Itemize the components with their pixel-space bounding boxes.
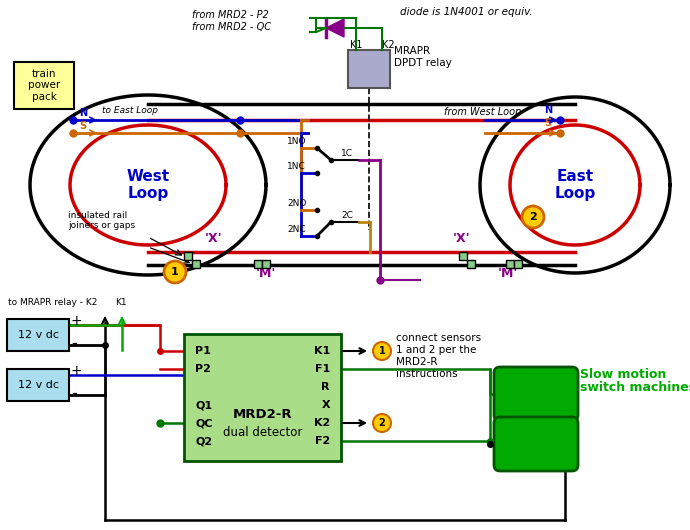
Text: 1C: 1C	[341, 149, 353, 158]
Circle shape	[373, 414, 391, 432]
Text: F1: F1	[315, 364, 330, 374]
Text: K1: K1	[314, 346, 330, 356]
FancyBboxPatch shape	[7, 369, 69, 401]
Text: Q1: Q1	[195, 400, 212, 410]
Bar	[192, 260, 200, 268]
Bar	[262, 260, 270, 268]
Polygon shape	[326, 19, 344, 37]
Text: 1NC: 1NC	[287, 162, 306, 171]
Text: to East Loop: to East Loop	[102, 106, 158, 115]
Text: 2C: 2C	[341, 211, 353, 220]
Text: K1: K1	[350, 40, 362, 50]
Text: 'M': 'M'	[256, 267, 277, 280]
Text: Q2: Q2	[195, 436, 212, 446]
Text: P1: P1	[195, 346, 211, 356]
Text: 'X': 'X'	[453, 232, 471, 245]
Text: S: S	[79, 121, 86, 131]
Text: P2: P2	[195, 364, 211, 374]
Text: 12 v dc: 12 v dc	[17, 380, 59, 390]
Text: diode is 1N4001 or equiv.: diode is 1N4001 or equiv.	[400, 7, 533, 17]
Text: +: +	[71, 314, 83, 328]
Text: 2NO: 2NO	[287, 199, 306, 208]
Text: K2: K2	[382, 40, 395, 50]
Text: 2: 2	[529, 212, 537, 222]
Text: 2: 2	[379, 418, 386, 428]
Text: 2NC: 2NC	[287, 225, 306, 234]
Text: Slow motion: Slow motion	[580, 368, 667, 381]
Text: to MRAPR relay - K2: to MRAPR relay - K2	[8, 298, 97, 307]
Bar	[467, 260, 475, 268]
Text: 12 v dc: 12 v dc	[17, 330, 59, 340]
Bar	[184, 252, 192, 260]
Bar	[459, 252, 467, 260]
Text: 1: 1	[379, 346, 386, 356]
Text: 'M': 'M'	[498, 267, 518, 280]
FancyBboxPatch shape	[14, 62, 74, 109]
Text: DPDT relay: DPDT relay	[394, 58, 452, 68]
Text: from West Loop: from West Loop	[444, 107, 522, 117]
Text: instructions: instructions	[396, 369, 457, 379]
Text: connect sensors: connect sensors	[396, 333, 481, 343]
FancyBboxPatch shape	[7, 319, 69, 351]
Text: MRAPR: MRAPR	[394, 46, 430, 56]
Text: K1: K1	[115, 298, 127, 307]
Text: insulated rail
joiners or gaps: insulated rail joiners or gaps	[68, 210, 135, 230]
Circle shape	[164, 261, 186, 283]
Text: dual detector: dual detector	[223, 426, 302, 439]
Circle shape	[373, 342, 391, 360]
FancyBboxPatch shape	[494, 367, 578, 421]
Text: -: -	[71, 334, 77, 352]
Text: West
Loop: West Loop	[126, 169, 170, 201]
Bar	[348, 50, 390, 88]
Text: N: N	[544, 105, 552, 115]
Text: R: R	[322, 382, 330, 392]
Text: X: X	[322, 400, 330, 410]
Text: MRD2-R: MRD2-R	[396, 357, 437, 367]
Text: +: +	[71, 364, 83, 378]
Bar	[514, 260, 522, 268]
Text: 1 and 2 per the: 1 and 2 per the	[396, 345, 476, 355]
Text: train
power
pack: train power pack	[28, 69, 60, 102]
Circle shape	[522, 206, 544, 228]
Text: -: -	[71, 384, 77, 402]
Text: East
Loop: East Loop	[554, 169, 595, 201]
Text: 1NO: 1NO	[287, 137, 306, 146]
Text: S: S	[544, 118, 551, 128]
Text: MRD2-R: MRD2-R	[233, 408, 293, 421]
Text: from MRD2 - QC: from MRD2 - QC	[192, 22, 271, 32]
Text: K2: K2	[314, 418, 330, 428]
Bar	[254, 260, 262, 268]
Text: 1: 1	[171, 267, 179, 277]
FancyBboxPatch shape	[494, 417, 578, 471]
Text: QC: QC	[195, 418, 213, 428]
Text: N: N	[79, 108, 87, 118]
Bar	[506, 260, 514, 268]
Text: from MRD2 - P2: from MRD2 - P2	[192, 10, 268, 20]
Text: F2: F2	[315, 436, 330, 446]
FancyBboxPatch shape	[184, 334, 341, 461]
Text: switch machines: switch machines	[580, 381, 690, 394]
Text: 'X': 'X'	[205, 232, 223, 245]
